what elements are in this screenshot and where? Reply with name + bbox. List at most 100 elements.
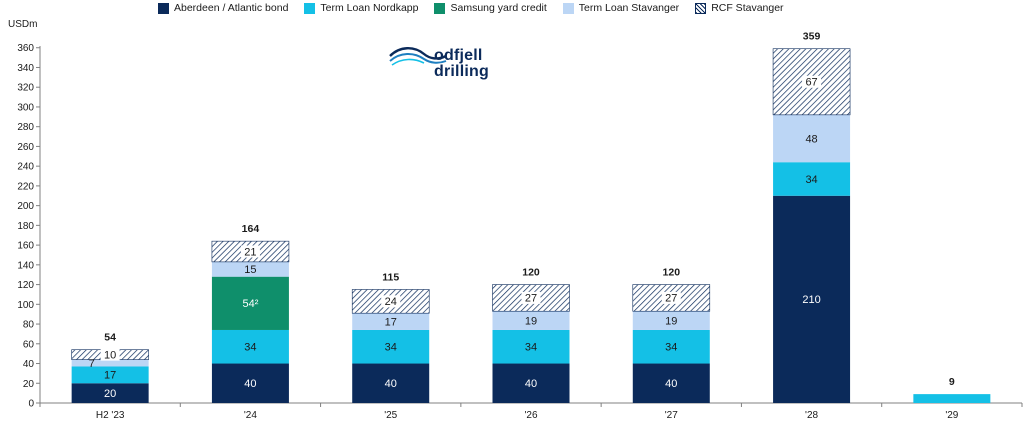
total-label: 120 [663, 267, 681, 279]
data-label: 20 [104, 388, 116, 400]
total-label: 115 [382, 272, 399, 284]
y-tick-label: 120 [17, 280, 34, 291]
y-tick-label: 160 [17, 241, 34, 252]
company-logo: odfjell drilling [388, 44, 498, 88]
data-label: 10 [104, 349, 116, 361]
y-tick-label: 140 [17, 260, 34, 271]
bar-segment [773, 195, 851, 403]
bar-segment [71, 366, 149, 384]
legend-label-samsung: Samsung yard credit [450, 2, 547, 14]
y-tick-label: 60 [23, 339, 35, 350]
y-tick-label: 220 [17, 181, 34, 192]
legend-label-aberdeen: Aberdeen / Atlantic bond [174, 2, 289, 14]
y-tick-label: 360 [17, 43, 34, 54]
data-label: 34 [805, 174, 817, 186]
logo-text-line1: odfjell [434, 47, 483, 64]
data-label: 15 [244, 264, 256, 276]
bar-segment [492, 311, 570, 330]
total-label: 164 [242, 223, 260, 235]
data-label: 19 [665, 315, 677, 327]
x-tick-label: '28 [805, 410, 818, 421]
legend-swatch-stavanger-term [562, 2, 574, 14]
total-label: 9 [949, 376, 955, 388]
bar-segment [352, 313, 430, 330]
bar-segment [632, 363, 710, 403]
legend-swatch-rcf-stavanger [695, 2, 707, 14]
x-tick-label: '27 [665, 410, 678, 421]
legend-item-rcf-stavanger: RCF Stavanger [695, 2, 784, 14]
data-label: 40 [665, 378, 677, 390]
y-tick-label: 320 [17, 83, 34, 94]
y-tick-label: 0 [28, 399, 34, 410]
bar-segment [632, 329, 710, 364]
bar-segment [211, 261, 289, 277]
data-label: 40 [525, 378, 537, 390]
logo-text-line2: drilling [434, 63, 489, 80]
data-label-background [661, 291, 681, 304]
data-label: 27 [525, 293, 537, 305]
x-tick-label: '24 [244, 410, 257, 421]
data-label: 34 [525, 342, 537, 354]
data-label: 19 [525, 315, 537, 327]
bar-segment [71, 383, 149, 403]
data-label: 34 [244, 342, 256, 354]
x-tick-label: '25 [384, 410, 397, 421]
data-label: 17 [385, 316, 397, 328]
bar-segment [773, 114, 851, 163]
legend-item-stavanger-term: Term Loan Stavanger [562, 2, 680, 14]
data-label: 17 [104, 370, 116, 382]
y-tick-label: 260 [17, 142, 34, 153]
y-tick-label: 20 [23, 379, 35, 390]
legend-swatch-samsung [434, 2, 446, 14]
y-tick-label: 200 [17, 201, 34, 212]
total-label: 54 [104, 332, 116, 344]
y-tick-label: 340 [17, 63, 34, 74]
x-tick-label: '29 [945, 410, 958, 421]
legend-swatch-aberdeen [158, 2, 169, 14]
bar-segment [352, 329, 430, 364]
bar-segment [211, 329, 289, 364]
data-label: 40 [244, 378, 256, 390]
y-tick-label: 180 [17, 221, 34, 232]
data-label: 67 [805, 77, 817, 89]
axis-layer: USDm 0 20 40 60 80 100 120 140 160 180 200 220 240 260… [8, 19, 1023, 421]
legend-label-nordkapp: Term Loan Nordkapp [320, 2, 419, 14]
legend-item-aberdeen: Aberdeen / Atlantic bond [158, 2, 288, 14]
total-label: 120 [522, 267, 540, 279]
x-tick-label: H2 '23 [96, 410, 125, 421]
data-label: 48 [805, 133, 817, 145]
data-label: 24 [385, 296, 397, 308]
data-label-background [802, 75, 822, 88]
y-axis-title: USDm [8, 19, 37, 30]
data-label: 210 [802, 294, 820, 306]
legend-label-stavanger-term: Term Loan Stavanger [578, 2, 680, 14]
data-label: 54² [242, 298, 258, 310]
y-tick-label: 280 [17, 122, 34, 133]
legend-item-samsung: Samsung yard credit [434, 2, 547, 14]
bar-segment [71, 359, 149, 367]
bar-segment [913, 394, 991, 403]
data-label: 7 [89, 358, 95, 370]
data-label: 34 [385, 342, 397, 354]
bar-segment [632, 311, 710, 330]
logo-wave-icon [389, 47, 447, 66]
y-tick-label: 300 [17, 102, 34, 113]
legend-swatch-nordkapp [304, 2, 316, 14]
bar-segment [211, 363, 289, 403]
y-tick-label: 240 [17, 162, 34, 173]
y-tick-label: 100 [17, 300, 34, 311]
total-label: 359 [803, 31, 821, 43]
x-tick-label: '26 [524, 410, 537, 421]
bar-segment [211, 276, 289, 330]
legend-label-rcf-stavanger: RCF Stavanger [711, 2, 784, 14]
bar-segment [352, 363, 430, 403]
bar-segment [492, 363, 570, 403]
y-tick-label: 40 [23, 359, 35, 370]
data-label: 34 [665, 342, 677, 354]
bar-segment [773, 162, 851, 196]
data-label-background [381, 295, 401, 308]
legend-item-nordkapp: Term Loan Nordkapp [304, 2, 418, 14]
data-label-background [100, 348, 120, 361]
